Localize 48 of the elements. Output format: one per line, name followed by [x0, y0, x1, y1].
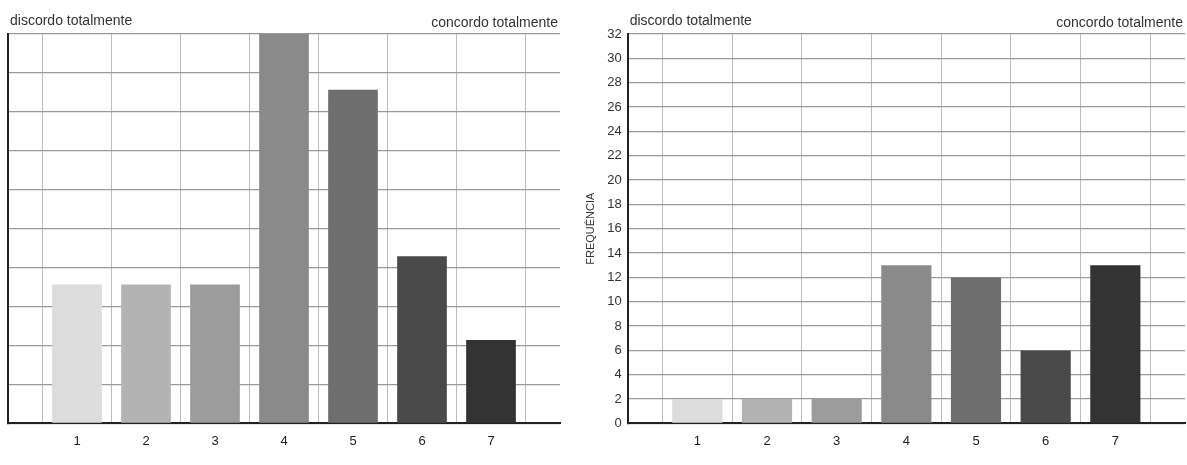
x-tick-label: 2	[763, 432, 771, 448]
y-tick-label: 20	[607, 171, 622, 187]
y-tick-label: 12	[607, 268, 622, 284]
y-tick-label: 10	[607, 293, 622, 309]
y-tick-label: 14	[607, 244, 622, 260]
x-tick-label: 4	[902, 432, 910, 448]
y-tick-label: 30	[607, 49, 622, 65]
y-tick-label: 2	[614, 390, 622, 406]
y-tick-label: 0	[614, 414, 622, 430]
y-tick-label: 26	[607, 98, 622, 114]
text: concordo totalmente	[1056, 13, 1184, 30]
bar	[328, 89, 378, 423]
bar	[950, 277, 1002, 423]
text: discordo totalmente	[10, 11, 133, 28]
bar	[741, 399, 793, 423]
x-tick-label: 7	[1111, 432, 1119, 448]
x-tick-label: 6	[418, 432, 426, 448]
bar	[881, 265, 932, 423]
x-tick-label: 6	[1042, 432, 1050, 448]
text: concordo totalmente	[431, 13, 559, 30]
bar	[1020, 350, 1071, 423]
x-tick-label: 7	[487, 432, 495, 448]
y-tick-label: 18	[607, 195, 622, 211]
y-tick-label: 24	[607, 122, 622, 138]
bar	[397, 256, 447, 423]
x-tick-label: 1	[693, 432, 701, 448]
y-axis-title: FREQUÊNCIA	[583, 191, 596, 265]
x-tick-label: 1	[73, 432, 81, 448]
bar	[1090, 265, 1141, 423]
y-tick-label: 6	[614, 341, 622, 357]
bar	[52, 284, 102, 423]
y-tick-label: 4	[614, 366, 622, 382]
x-tick-label: 5	[972, 432, 980, 448]
bar	[259, 34, 309, 423]
text: discordo totalmente	[629, 11, 753, 28]
x-tick-label: 3	[211, 432, 219, 448]
y-tick-label: 16	[607, 220, 622, 236]
y-tick-label: 22	[607, 147, 622, 163]
bar	[466, 340, 516, 423]
bar	[121, 284, 171, 423]
y-tick-label: 8	[614, 317, 622, 333]
bar	[672, 399, 723, 423]
y-tick-label: 28	[607, 74, 622, 90]
x-tick-label: 4	[280, 432, 288, 448]
x-tick-label: 5	[349, 432, 357, 448]
x-tick-label: 2	[142, 432, 150, 448]
y-tick-label: 32	[607, 25, 622, 41]
x-tick-label: 3	[833, 432, 841, 448]
